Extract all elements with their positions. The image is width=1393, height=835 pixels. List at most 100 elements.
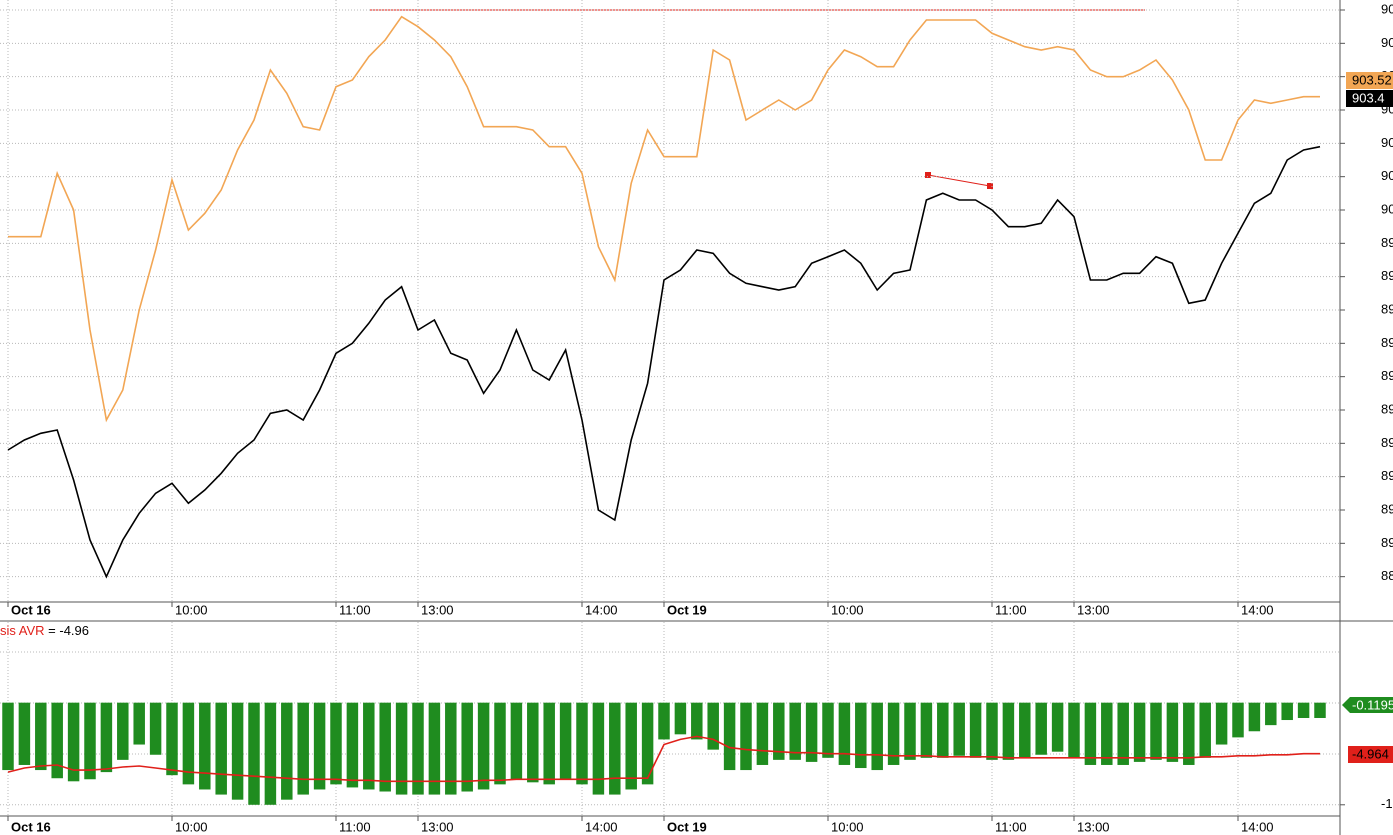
- bar: [805, 702, 818, 762]
- y-tick-label: 89: [1381, 501, 1393, 516]
- bar: [1133, 702, 1146, 762]
- bar: [855, 702, 867, 769]
- indicator-name: sis AVR: [0, 623, 45, 638]
- y-tick-label: 89: [1381, 435, 1393, 450]
- bar: [953, 702, 965, 756]
- bar: [641, 702, 654, 785]
- x-tick-label: Oct 16: [11, 819, 51, 834]
- last-value-box: [1348, 746, 1393, 763]
- bar: [133, 702, 145, 745]
- series-line: [8, 15, 1320, 423]
- bar: [477, 702, 490, 790]
- x-tick-label: 11:00: [339, 819, 371, 834]
- bar: [822, 702, 834, 758]
- bar: [609, 702, 621, 795]
- last-value-box: [1342, 697, 1393, 713]
- bar: [576, 702, 588, 785]
- bar: [412, 702, 424, 795]
- bar: [494, 702, 506, 785]
- bar: [35, 702, 47, 771]
- bar: [330, 702, 342, 785]
- bar: [904, 702, 916, 760]
- x-tick-label: Oct 19: [667, 819, 707, 834]
- y-tick-label: 90: [1381, 201, 1393, 216]
- bar: [1150, 702, 1162, 760]
- x-tick-label: Oct 16: [11, 602, 51, 617]
- bar: [182, 702, 195, 785]
- bar: [248, 702, 260, 805]
- bar: [1051, 702, 1064, 752]
- bar: [166, 702, 178, 776]
- bar: [1297, 702, 1310, 718]
- bar: [264, 702, 277, 805]
- bar: [215, 702, 227, 795]
- bar: [625, 702, 637, 790]
- bar: [559, 702, 572, 780]
- annotation-handle: [925, 172, 931, 178]
- bar: [527, 702, 539, 783]
- x-tick-label: 11:00: [995, 602, 1027, 617]
- bar: [1232, 702, 1244, 738]
- bar: [231, 702, 244, 800]
- bar: [937, 702, 949, 758]
- bar: [281, 702, 293, 800]
- bar: [379, 702, 391, 792]
- bar: [1183, 702, 1195, 765]
- bar: [789, 702, 801, 760]
- y-tick-label: 88: [1381, 568, 1393, 583]
- bar: [313, 702, 326, 790]
- last-value-label: 903.4: [1352, 90, 1385, 105]
- bar: [756, 702, 769, 765]
- x-tick-label: 11:00: [995, 819, 1027, 834]
- bar: [871, 702, 883, 771]
- bar: [346, 702, 359, 788]
- bar: [1068, 702, 1080, 758]
- bar: [199, 702, 211, 790]
- bar: [67, 702, 80, 782]
- bar: [395, 702, 408, 795]
- y-tick-label: 90: [1381, 1, 1393, 16]
- last-value-label: 903.52: [1352, 72, 1392, 87]
- bar: [100, 702, 113, 773]
- bar: [592, 702, 605, 795]
- bar: [1265, 702, 1277, 726]
- bar: [1166, 702, 1179, 762]
- bar: [674, 702, 687, 735]
- bar: [658, 702, 670, 740]
- bar: [1019, 702, 1031, 758]
- x-tick-label: 13:00: [1077, 602, 1110, 617]
- series-line: [7, 145, 1321, 579]
- y-tick-label: 90: [1381, 168, 1393, 183]
- bar: [445, 702, 457, 795]
- bar: [2, 702, 14, 771]
- x-tick-label: 14:00: [1241, 819, 1274, 834]
- bar: [428, 702, 441, 795]
- y-tick-label: -1: [1381, 796, 1393, 811]
- x-tick-label: 10:00: [175, 602, 208, 617]
- bar: [543, 702, 555, 785]
- bar: [969, 702, 982, 758]
- x-tick-label: 10:00: [831, 602, 864, 617]
- last-value-label: -4.964: [1352, 746, 1389, 761]
- y-tick-label: 90: [1381, 35, 1393, 50]
- series-line: [7, 735, 1320, 783]
- bar: [1035, 702, 1047, 755]
- x-tick-label: 11:00: [339, 602, 371, 617]
- last-value-box: [1346, 90, 1393, 107]
- bar: [461, 702, 473, 792]
- bar: [920, 702, 933, 758]
- x-tick-label: 10:00: [175, 819, 208, 834]
- bar: [510, 702, 523, 780]
- y-tick-label: 89: [1381, 468, 1393, 483]
- x-tick-label: Oct 19: [667, 602, 707, 617]
- y-tick-label: 89: [1381, 335, 1393, 350]
- last-value-label: -0.1195: [1352, 697, 1393, 712]
- bar: [18, 702, 31, 765]
- x-tick-label: 14:00: [1241, 602, 1274, 617]
- bar: [723, 702, 736, 771]
- x-tick-label: 13:00: [421, 602, 454, 617]
- indicator-value: = -4.96: [45, 623, 89, 638]
- bar: [887, 702, 900, 765]
